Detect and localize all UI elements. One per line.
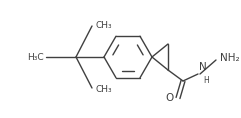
Text: CH₃: CH₃ bbox=[96, 21, 113, 30]
Text: H₃C: H₃C bbox=[27, 53, 44, 61]
Text: H: H bbox=[203, 76, 209, 85]
Text: NH₂: NH₂ bbox=[220, 53, 240, 63]
Text: CH₃: CH₃ bbox=[96, 84, 113, 93]
Text: O: O bbox=[166, 93, 174, 103]
Text: N: N bbox=[199, 62, 207, 72]
